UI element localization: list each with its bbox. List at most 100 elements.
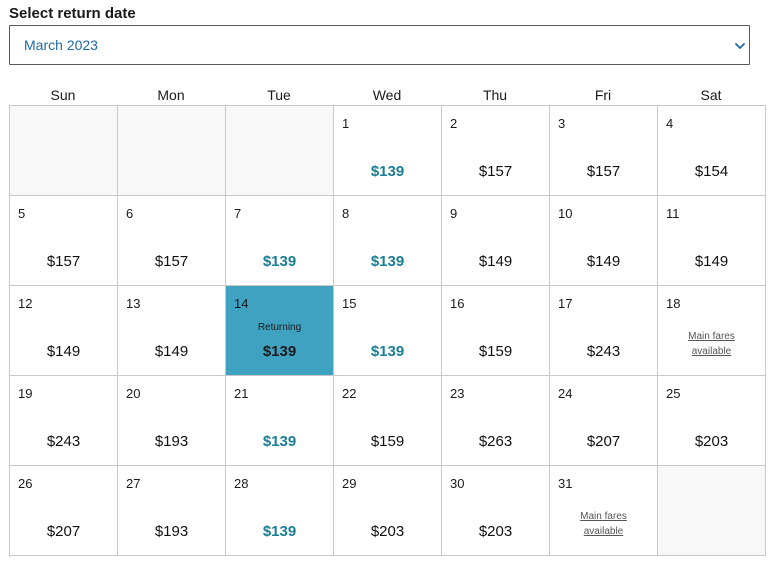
day-number: 25 <box>666 386 681 401</box>
calendar-day-22[interactable]: 22 $159 <box>334 376 442 466</box>
calendar-day-10[interactable]: 10 $149 <box>550 196 658 286</box>
returning-label: Returning <box>257 322 302 333</box>
fare-note-line: available <box>583 526 624 537</box>
fare-price: $159 <box>478 343 513 360</box>
day-number: 10 <box>558 206 573 221</box>
calendar-day-30[interactable]: 30 $203 <box>442 466 550 556</box>
calendar-day-24[interactable]: 24 $207 <box>550 376 658 466</box>
fare-price: $193 <box>154 433 189 450</box>
calendar-grid: 1 $139 2 $157 3 $157 4 $154 5 $157 6 $157 7 $139 8 $139… <box>9 105 766 557</box>
calendar-day-9[interactable]: 9 $149 <box>442 196 550 286</box>
fare-price: $159 <box>370 433 405 450</box>
lowest-fare-price: $139 <box>370 343 405 360</box>
fare-price: $207 <box>46 523 81 540</box>
fare-price: $149 <box>478 253 513 270</box>
fare-price: $157 <box>154 253 189 270</box>
calendar-day-7[interactable]: 7 $139 <box>226 196 334 286</box>
month-select[interactable]: March 2023 <box>9 25 750 65</box>
calendar-empty-cell <box>226 106 334 196</box>
fare-price: $203 <box>370 523 405 540</box>
day-number: 4 <box>666 116 674 131</box>
lowest-fare-price: $139 <box>262 433 297 450</box>
fare-price: $149 <box>154 343 189 360</box>
calendar-day-16[interactable]: 16 $159 <box>442 286 550 376</box>
fare-note-line: Main fares <box>688 331 735 342</box>
month-select-value: March 2023 <box>24 37 98 53</box>
calendar-day-25[interactable]: 25 $203 <box>658 376 766 466</box>
calendar-day-23[interactable]: 23 $263 <box>442 376 550 466</box>
day-number: 29 <box>342 476 357 491</box>
calendar-day-11[interactable]: 11 $149 <box>658 196 766 286</box>
fare-price: $243 <box>586 343 621 360</box>
day-number: 22 <box>342 386 357 401</box>
day-number: 13 <box>126 296 141 311</box>
fare-price: $207 <box>586 433 621 450</box>
fare-price: $157 <box>586 163 621 180</box>
day-number: 1 <box>342 116 350 131</box>
calendar-day-8[interactable]: 8 $139 <box>334 196 442 286</box>
calendar-day-15[interactable]: 15 $139 <box>334 286 442 376</box>
calendar-day-19[interactable]: 19 $243 <box>10 376 118 466</box>
calendar-empty-cell <box>658 466 766 556</box>
day-number: 27 <box>126 476 141 491</box>
calendar-day-2[interactable]: 2 $157 <box>442 106 550 196</box>
weekday-fri: Fri <box>594 87 612 103</box>
day-number: 6 <box>126 206 134 221</box>
main-fares-available-link[interactable]: Main fares available <box>550 509 657 539</box>
main-fares-available-link[interactable]: Main fares available <box>658 329 765 359</box>
calendar-day-12[interactable]: 12 $149 <box>10 286 118 376</box>
day-number: 21 <box>234 386 249 401</box>
calendar-day-20[interactable]: 20 $193 <box>118 376 226 466</box>
fare-price: $157 <box>46 253 81 270</box>
lowest-fare-price: $139 <box>370 253 405 270</box>
calendar-day-31[interactable]: 31 Main fares available <box>550 466 658 556</box>
weekday-sat: Sat <box>700 87 722 103</box>
day-number: 23 <box>450 386 465 401</box>
calendar-day-13[interactable]: 13 $149 <box>118 286 226 376</box>
day-number: 5 <box>18 206 26 221</box>
day-number: 12 <box>18 296 33 311</box>
chevron-down-icon <box>735 43 745 49</box>
calendar-day-14[interactable]: 14 Returning $139 <box>226 286 334 376</box>
day-number: 28 <box>234 476 249 491</box>
day-number: 26 <box>18 476 33 491</box>
day-number: 24 <box>558 386 573 401</box>
fare-price: $263 <box>478 433 513 450</box>
day-number: 30 <box>450 476 465 491</box>
lowest-fare-price: $139 <box>262 523 297 540</box>
calendar-day-17[interactable]: 17 $243 <box>550 286 658 376</box>
lowest-fare-price: $139 <box>370 163 405 180</box>
fare-price: $157 <box>478 163 513 180</box>
fare-price: $149 <box>694 253 729 270</box>
day-number: 18 <box>666 296 681 311</box>
calendar-day-29[interactable]: 29 $203 <box>334 466 442 556</box>
weekday-thu: Thu <box>482 87 508 103</box>
calendar-day-4[interactable]: 4 $154 <box>658 106 766 196</box>
day-number: 9 <box>450 206 458 221</box>
day-number: 14 <box>234 296 249 311</box>
calendar-day-28[interactable]: 28 $139 <box>226 466 334 556</box>
day-number: 2 <box>450 116 458 131</box>
calendar-empty-cell <box>10 106 118 196</box>
page-title: Select return date <box>9 5 136 22</box>
calendar-day-3[interactable]: 3 $157 <box>550 106 658 196</box>
calendar-day-21[interactable]: 21 $139 <box>226 376 334 466</box>
calendar-day-6[interactable]: 6 $157 <box>118 196 226 286</box>
fare-note-line: Main fares <box>580 511 627 522</box>
weekday-sun: Sun <box>50 87 76 103</box>
day-number: 11 <box>666 206 680 221</box>
calendar-day-5[interactable]: 5 $157 <box>10 196 118 286</box>
day-number: 16 <box>450 296 465 311</box>
calendar-day-18[interactable]: 18 Main fares available <box>658 286 766 376</box>
day-number: 7 <box>234 206 242 221</box>
fare-note-line: available <box>691 346 732 357</box>
day-number: 3 <box>558 116 566 131</box>
calendar-day-1[interactable]: 1 $139 <box>334 106 442 196</box>
day-number: 8 <box>342 206 350 221</box>
day-number: 17 <box>558 296 573 311</box>
day-number: 15 <box>342 296 357 311</box>
calendar-day-26[interactable]: 26 $207 <box>10 466 118 556</box>
day-number: 31 <box>558 476 573 491</box>
lowest-fare-price: $139 <box>262 253 297 270</box>
calendar-day-27[interactable]: 27 $193 <box>118 466 226 556</box>
